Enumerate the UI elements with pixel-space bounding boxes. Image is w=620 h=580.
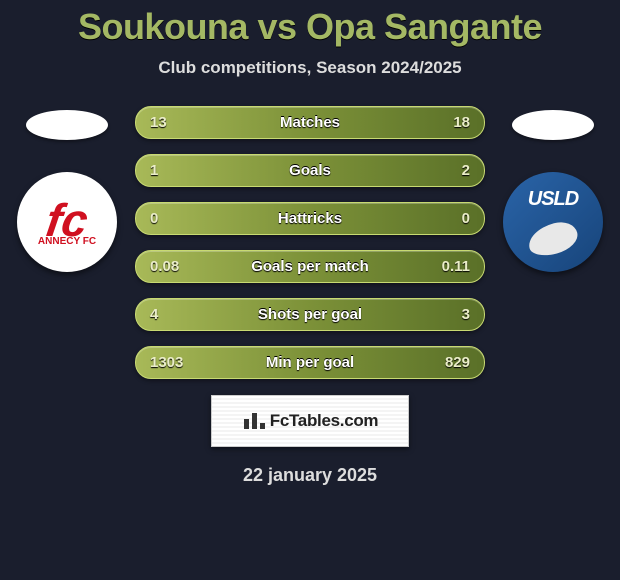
- stat-left-value: 1303: [150, 354, 183, 371]
- stat-row-shots-per-goal: 4 Shots per goal 3: [135, 298, 485, 331]
- comparison-subtitle: Club competitions, Season 2024/2025: [0, 58, 620, 78]
- stat-right-value: 3: [462, 306, 470, 323]
- stats-table: 13 Matches 18 1 Goals 2 0 Hattricks 0 0.…: [135, 106, 485, 379]
- stat-right-value: 0.11: [442, 258, 470, 275]
- stat-row-hattricks: 0 Hattricks 0: [135, 202, 485, 235]
- right-club-crest: USLD: [503, 172, 603, 272]
- stat-left-value: 0.08: [150, 258, 179, 275]
- comparison-title: Soukouna vs Opa Sangante: [0, 6, 620, 48]
- stat-label: Hattricks: [136, 210, 484, 227]
- comparison-body: fc ANNECY FC 13 Matches 18 1 Goals 2 0 H…: [0, 106, 620, 379]
- stat-left-value: 4: [150, 306, 158, 323]
- bar-chart-icon: [242, 413, 264, 429]
- watermark-badge: FcTables.com: [211, 395, 409, 447]
- stat-right-value: 0: [462, 210, 470, 227]
- stat-row-min-per-goal: 1303 Min per goal 829: [135, 346, 485, 379]
- stat-label: Min per goal: [136, 354, 484, 371]
- right-player-side: USLD: [503, 106, 603, 272]
- stat-left-value: 0: [150, 210, 158, 227]
- stat-left-value: 13: [150, 114, 167, 131]
- stat-row-goals: 1 Goals 2: [135, 154, 485, 187]
- stat-row-goals-per-match: 0.08 Goals per match 0.11: [135, 250, 485, 283]
- stat-right-value: 18: [453, 114, 470, 131]
- watermark-text: FcTables.com: [270, 411, 379, 431]
- stat-label: Shots per goal: [136, 306, 484, 323]
- left-club-crest-inner: fc ANNECY FC: [38, 197, 96, 247]
- right-flag: [512, 110, 594, 140]
- right-club-name: USLD: [528, 188, 578, 211]
- left-club-swoosh: fc: [35, 197, 100, 243]
- left-player-side: fc ANNECY FC: [17, 106, 117, 272]
- stat-row-matches: 13 Matches 18: [135, 106, 485, 139]
- stat-right-value: 829: [445, 354, 470, 371]
- stat-right-value: 2: [462, 162, 470, 179]
- stat-label: Goals per match: [136, 258, 484, 275]
- left-flag: [26, 110, 108, 140]
- stat-label: Goals: [136, 162, 484, 179]
- right-club-mascot-icon: [525, 218, 581, 260]
- left-club-crest: fc ANNECY FC: [17, 172, 117, 272]
- stat-left-value: 1: [150, 162, 158, 179]
- comparison-date: 22 january 2025: [0, 465, 620, 486]
- stat-label: Matches: [136, 114, 484, 131]
